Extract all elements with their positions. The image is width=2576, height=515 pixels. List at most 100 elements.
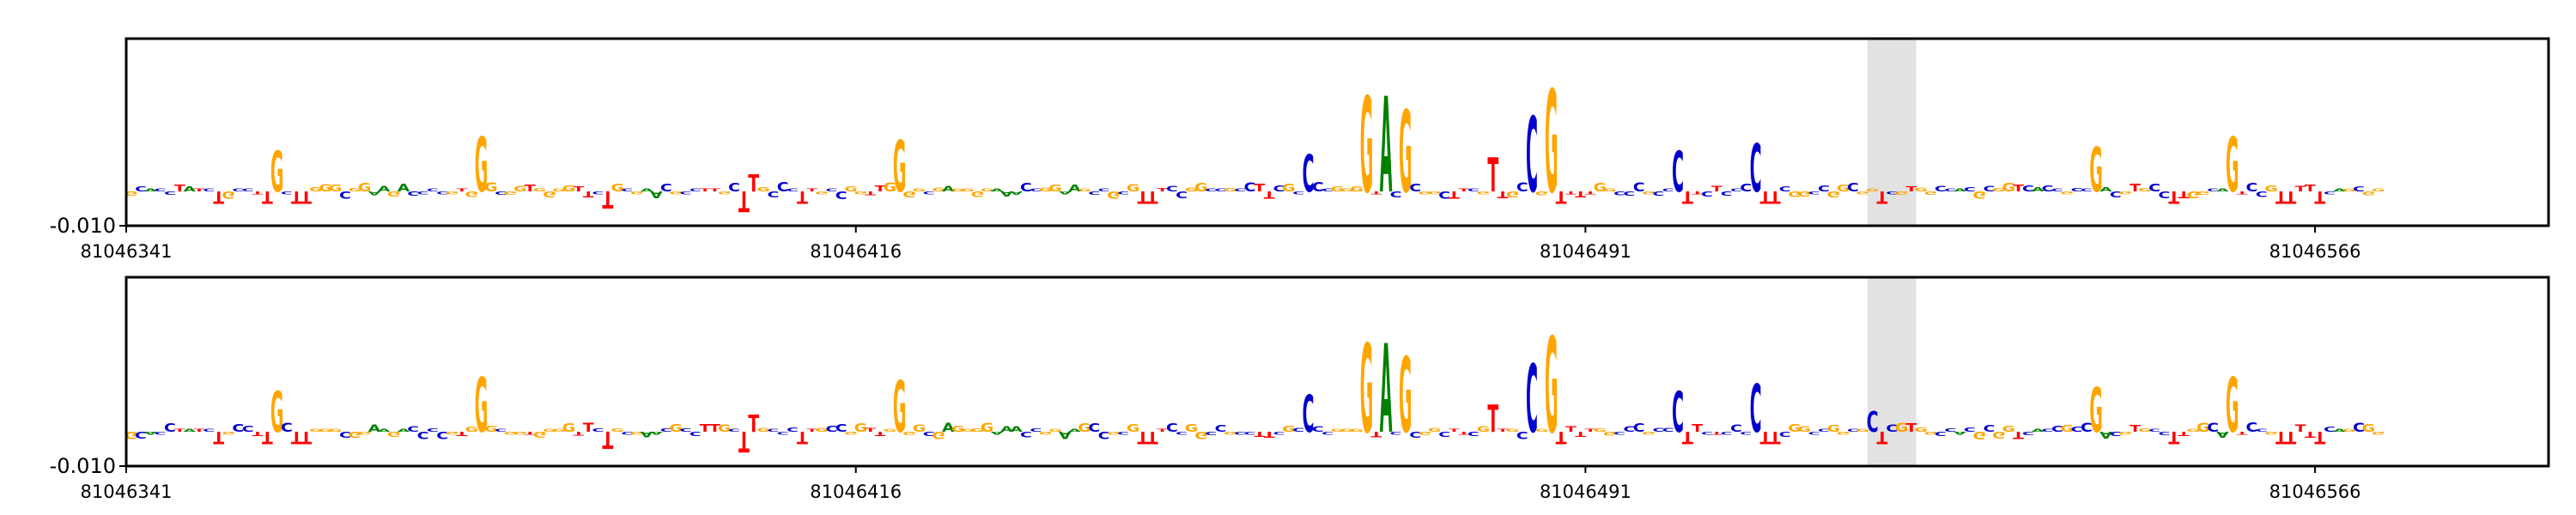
logo-letter: G bbox=[1594, 428, 1607, 433]
logo-letter: G bbox=[1127, 182, 1139, 194]
logo-letter: C bbox=[1438, 189, 1450, 201]
logo-letter: C bbox=[2110, 189, 2122, 198]
logo-letter: G bbox=[718, 422, 731, 434]
logo-letter: G bbox=[1039, 431, 1053, 435]
logo-letter: T bbox=[583, 420, 595, 434]
logo-letter: T bbox=[865, 190, 877, 196]
logo-letter: C bbox=[1613, 190, 1625, 196]
logo-letter: G bbox=[222, 189, 234, 201]
logo-letter: C bbox=[680, 191, 692, 195]
logo-letter: G bbox=[1866, 188, 1880, 192]
logo-letter: G bbox=[1545, 310, 1558, 463]
logo-letter: C bbox=[2042, 184, 2054, 194]
logo-letter: G bbox=[387, 430, 400, 439]
logo-letter: C bbox=[1701, 431, 1713, 435]
logo-letter: C bbox=[680, 428, 692, 433]
logo-letter: G bbox=[1915, 187, 1928, 193]
logo-letter: G bbox=[893, 128, 906, 209]
logo-letter: C bbox=[835, 421, 848, 434]
logo-letter: T bbox=[1498, 428, 1510, 433]
logo-letter: T bbox=[1157, 428, 1169, 433]
logo-letter: C bbox=[1526, 97, 1538, 217]
logo-letter: A bbox=[650, 189, 663, 199]
logo-letter: T bbox=[797, 427, 809, 447]
logo-letter: C bbox=[1944, 188, 1956, 192]
logo-letter: C bbox=[1672, 380, 1684, 445]
logo-letter: C bbox=[2324, 426, 2336, 434]
logo-letter: T bbox=[1458, 431, 1470, 435]
logo-letter: T bbox=[291, 427, 303, 447]
logo-letter: C bbox=[1740, 431, 1752, 435]
logo-letter: G bbox=[1535, 428, 1549, 433]
logo-letter: G bbox=[2342, 428, 2356, 433]
x-tick-label: 81046416 bbox=[810, 482, 902, 502]
logo-letter: G bbox=[2118, 431, 2132, 435]
logo-letter: G bbox=[2196, 420, 2209, 434]
logo-letter: T bbox=[301, 187, 313, 207]
logo-letter: T bbox=[1137, 427, 1149, 447]
logo-letter: A bbox=[1010, 425, 1023, 433]
logo-letter: G bbox=[1798, 425, 1812, 433]
logo-letter: C bbox=[767, 189, 779, 199]
logo-letter: A bbox=[1068, 183, 1081, 193]
logo-letter: T bbox=[2295, 422, 2306, 434]
logo-letter: T bbox=[573, 430, 585, 436]
logo-letter: C bbox=[1303, 145, 1315, 204]
logo-letter: G bbox=[2342, 188, 2356, 192]
logo-letter: T bbox=[1711, 185, 1722, 193]
logo-letter: G bbox=[543, 428, 556, 433]
logo-letter: T bbox=[252, 430, 263, 437]
logo-letter: C bbox=[1312, 180, 1324, 196]
logo-letter: C bbox=[1020, 430, 1032, 439]
logo-letter: T bbox=[2285, 187, 2297, 207]
logo-letter: C bbox=[1409, 429, 1421, 439]
logo-letter: T bbox=[1264, 429, 1276, 439]
logo-letter: T bbox=[1264, 189, 1275, 200]
logo-letter: T bbox=[1458, 188, 1470, 192]
logo-letter: G bbox=[902, 430, 916, 435]
logo-letter: C bbox=[1244, 431, 1256, 435]
logo-letter: T bbox=[456, 188, 468, 192]
logo-letter: T bbox=[2237, 431, 2249, 435]
logo-letter: T bbox=[1565, 425, 1577, 433]
logo-letter: A bbox=[650, 431, 663, 435]
logo-letter: G bbox=[125, 190, 138, 197]
logo-letter: C bbox=[1234, 188, 1246, 192]
logo-letter: C bbox=[1516, 180, 1528, 194]
logo-letter: G bbox=[2372, 188, 2385, 192]
logo-letter: C bbox=[407, 190, 419, 197]
logo-letter: C bbox=[592, 427, 605, 433]
logo-letter: C bbox=[1166, 421, 1178, 435]
logo-letter: G bbox=[1895, 190, 1908, 195]
x-tick-label: 81046491 bbox=[1540, 241, 1631, 262]
logo-letter: C bbox=[777, 431, 789, 436]
logo-letter: G bbox=[669, 191, 682, 195]
logo-letter: T bbox=[1585, 428, 1597, 433]
logo-letter: C bbox=[1867, 407, 1879, 439]
logo-letter: G bbox=[1350, 185, 1363, 194]
logo-letter: C bbox=[2207, 420, 2219, 434]
logo-letter: C bbox=[1633, 421, 1645, 434]
logo-letter: A bbox=[1953, 431, 1966, 435]
logo-letter: G bbox=[465, 427, 478, 433]
logo-letter: G bbox=[348, 429, 361, 439]
logo-letter: A bbox=[1059, 191, 1072, 195]
logo-letter: C bbox=[1205, 188, 1217, 192]
logo-letter: G bbox=[1827, 189, 1841, 198]
logo-letter: C bbox=[1030, 188, 1042, 192]
logo-letter: T bbox=[1905, 421, 1917, 434]
logo-letter: G bbox=[1399, 88, 1412, 220]
logo-letter: G bbox=[1282, 181, 1295, 194]
x-tick-label: 81046341 bbox=[81, 241, 173, 262]
logo-letter: A bbox=[2216, 429, 2229, 439]
logo-letter: C bbox=[1808, 191, 1820, 195]
logo-letter: C bbox=[1721, 190, 1733, 197]
logo-letter: C bbox=[1205, 431, 1217, 436]
logo-letter: G bbox=[1477, 191, 1491, 195]
logo-letter: C bbox=[1467, 430, 1479, 437]
logo-letter: G bbox=[475, 361, 488, 449]
panel-frame bbox=[125, 276, 2550, 468]
logo-letter: C bbox=[135, 429, 147, 439]
logo-letter: T bbox=[262, 427, 274, 447]
logo-letter: C bbox=[1623, 425, 1635, 433]
